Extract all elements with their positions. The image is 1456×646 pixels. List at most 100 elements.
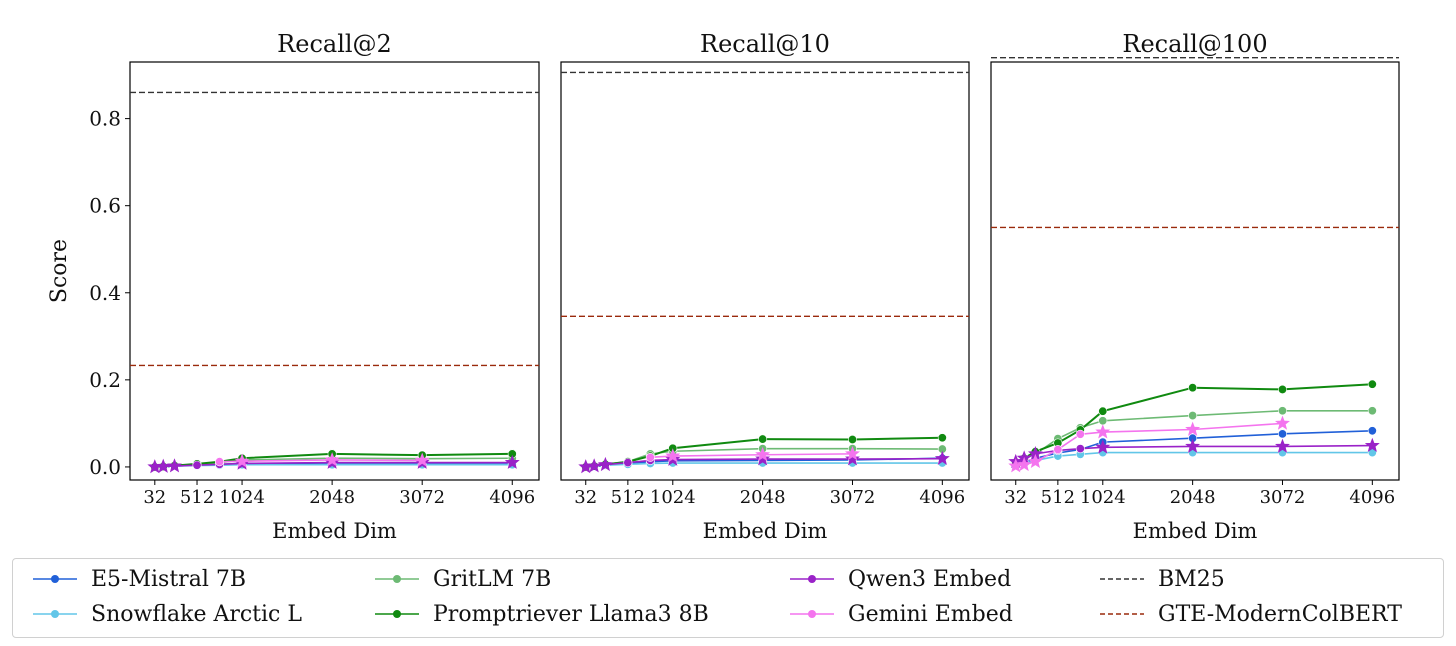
- y-tick-label: 0.6: [89, 194, 121, 218]
- chart-panel-2: Recall@10 Embed Dim 32 512 1024 2048 3072 4096: [560, 30, 970, 543]
- x-tick-label: 32: [574, 487, 597, 508]
- data-point-e5: [1367, 426, 1377, 436]
- legend-item-snow: Snowflake Arctic L: [31, 597, 302, 631]
- data-point-qwen: [586, 458, 602, 473]
- data-point-gem: [645, 452, 655, 462]
- data-point-qwen: [1185, 438, 1201, 453]
- data-point-grit: [1098, 416, 1108, 426]
- x-tick-label: 4096: [1349, 487, 1395, 508]
- legend-swatch-snow: [33, 610, 77, 618]
- data-point-prompt: [1367, 379, 1377, 389]
- legend-swatch-e5: [33, 575, 77, 583]
- chart-panel-1: Recall@2 Embed Dim 32 512 1024 2048 3072 4096 0.…: [47, 30, 540, 543]
- chart-title: Recall@10: [700, 30, 830, 58]
- legend-item-qwen: Qwen3 Embed: [788, 562, 1011, 596]
- legend-label: GTE-ModernColBERT: [1158, 601, 1402, 627]
- data-point-qwen: [934, 450, 950, 466]
- data-point-gem: [414, 452, 430, 467]
- data-point-qwen: [755, 451, 771, 466]
- y-tick-label: 0.4: [89, 281, 121, 305]
- data-point-e5: [1277, 429, 1287, 439]
- data-point-gem: [234, 453, 250, 468]
- series-line-gem: [650, 453, 853, 459]
- plot-frame: [990, 61, 1400, 481]
- x-tick-label: 512: [611, 487, 645, 508]
- x-tick-label: 3072: [830, 487, 876, 508]
- x-axis-label: Embed Dim: [272, 519, 397, 543]
- legend-label: GritLM 7B: [433, 566, 552, 592]
- data-point-gem: [215, 457, 225, 467]
- legend-swatch-grit: [375, 575, 419, 583]
- x-axis-label: Embed Dim: [703, 519, 828, 543]
- legend-label: Gemini Embed: [848, 601, 1013, 627]
- data-point-qwen: [845, 451, 860, 466]
- plot-frame: [129, 61, 540, 481]
- series-line-gem: [219, 459, 423, 463]
- legend-swatch-qwen: [790, 575, 834, 583]
- legend-swatch-bm25: [1100, 578, 1144, 580]
- data-point-gem: [1053, 445, 1063, 455]
- legend-item-prompt: Promptriever Llama3 8B: [373, 597, 709, 631]
- data-point-qwen: [1095, 439, 1111, 454]
- data-point-prompt: [1098, 406, 1108, 416]
- legend-label: Promptriever Llama3 8B: [433, 601, 709, 627]
- data-point-prompt: [847, 435, 857, 445]
- data-point-grit: [1277, 406, 1287, 416]
- legend-swatch-prompt: [375, 610, 419, 618]
- series-gem: [1008, 415, 1290, 473]
- legend-item-bm25: BM25: [1098, 562, 1225, 596]
- chart-title: Recall@100: [1122, 30, 1267, 58]
- data-point-grit: [1188, 411, 1198, 421]
- y-axis-label: Score: [47, 239, 72, 303]
- data-point-prompt: [937, 433, 947, 443]
- legend-label: Qwen3 Embed: [848, 566, 1012, 592]
- x-tick-label: 512: [1041, 487, 1075, 508]
- data-point-gem: [1275, 415, 1290, 430]
- chart-panel-3: Recall@100 Embed Dim 32 512 1024 2048 3072 4096: [990, 30, 1400, 543]
- data-point-qwen: [597, 456, 613, 472]
- data-point-gem: [665, 448, 681, 463]
- data-point-qwen: [1364, 437, 1380, 452]
- x-tick-label: 32: [143, 487, 166, 508]
- data-point-gem: [1095, 424, 1111, 439]
- data-point-qwen: [192, 460, 202, 470]
- data-point-grit: [1367, 406, 1377, 416]
- x-axis-label: Embed Dim: [1133, 519, 1258, 543]
- legend-item-gte: GTE-ModernColBERT: [1098, 597, 1402, 631]
- x-tick-label: 3072: [1260, 487, 1306, 508]
- data-point-prompt: [1188, 383, 1198, 393]
- x-tick-label: 1024: [650, 487, 696, 508]
- data-point-gem: [845, 446, 860, 461]
- legend-label: BM25: [1158, 566, 1225, 592]
- data-point-prompt: [1277, 384, 1287, 394]
- x-tick-label: 1024: [219, 487, 265, 508]
- data-point-gem: [1016, 456, 1032, 472]
- legend-item-e5: E5-Mistral 7B: [31, 562, 246, 596]
- x-tick-label: 2048: [309, 487, 355, 508]
- plot-frame: [560, 61, 970, 481]
- data-point-gem: [1027, 453, 1043, 469]
- y-tick-label: 0.8: [89, 107, 121, 131]
- x-tick-label: 1024: [1080, 487, 1126, 508]
- data-point-qwen: [167, 458, 182, 473]
- data-point-qwen: [1275, 438, 1290, 453]
- data-point-qwen: [1075, 444, 1085, 454]
- legend-swatch-gem: [790, 610, 834, 618]
- x-tick-label: 2048: [740, 487, 786, 508]
- data-point-gem: [324, 452, 340, 467]
- legend-label: Snowflake Arctic L: [91, 601, 302, 627]
- data-point-prompt: [758, 434, 768, 444]
- legend-swatch-gte: [1100, 613, 1144, 615]
- x-tick-label: 4096: [919, 487, 965, 508]
- x-tick-label: 2048: [1170, 487, 1216, 508]
- x-tick-label: 4096: [489, 487, 535, 508]
- data-point-gem: [1075, 429, 1085, 439]
- x-tick-label: 3072: [399, 487, 445, 508]
- legend-label: E5-Mistral 7B: [91, 566, 247, 592]
- data-point-qwen: [504, 454, 520, 469]
- y-tick-label: 0.2: [89, 368, 121, 392]
- legend-item-gem: Gemini Embed: [788, 597, 1013, 631]
- data-point-qwen: [623, 458, 633, 468]
- data-point-gem: [755, 446, 771, 462]
